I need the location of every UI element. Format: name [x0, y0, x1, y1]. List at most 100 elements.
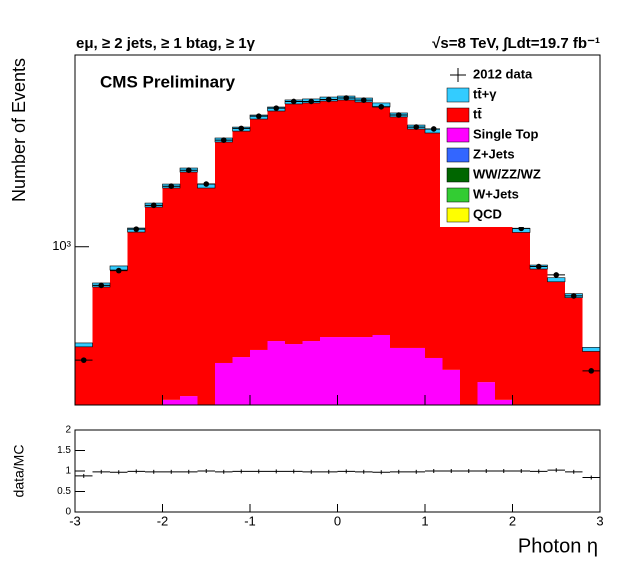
ratio-y-tick-label: 1: [65, 466, 71, 477]
data-point: [238, 125, 245, 132]
histogram-bar: [320, 101, 338, 338]
legend-label: tt̄+γ: [473, 86, 497, 101]
histogram-bar: [460, 177, 478, 405]
histogram-bar: [285, 103, 303, 345]
histogram-bar: [162, 188, 180, 400]
data-point: [360, 97, 367, 103]
histogram-bar: [197, 188, 215, 405]
data-point: [343, 95, 350, 101]
histogram-bar: [512, 232, 530, 405]
histogram-bar: [232, 131, 250, 358]
histogram-bar: [582, 351, 600, 405]
histogram-bar: [390, 116, 408, 348]
legend-label: Single Top: [473, 126, 539, 141]
data-point: [570, 293, 577, 299]
histogram-bar: [442, 369, 460, 405]
histogram-bar: [337, 337, 355, 405]
histogram-bar: [565, 297, 583, 405]
histogram-bar: [75, 342, 93, 348]
histogram-bar: [92, 287, 110, 405]
histogram-bar: [215, 142, 233, 363]
histogram-bar: [477, 382, 495, 405]
histogram-bar: [547, 277, 566, 283]
legend-swatch: [446, 87, 470, 103]
legend: 2012 data tt̄+γ tt̄ Single Top Z+Jets WW/ZZ/W…: [440, 63, 550, 227]
ratio-axis-label: data/MC: [11, 445, 27, 498]
histogram-bar: [285, 344, 303, 405]
histogram-bar: [530, 269, 548, 405]
legend-label: QCD: [473, 206, 502, 221]
plot-area: [75, 95, 600, 405]
x-tick-label: -1: [244, 513, 256, 528]
data-point: [378, 103, 385, 110]
histogram-bar: [407, 129, 425, 348]
histogram-bar: [495, 207, 513, 400]
ratio-y-tick-label: 0: [65, 507, 71, 518]
legend-label: tt̄: [473, 106, 482, 121]
legend-label: Z+Jets: [473, 146, 515, 161]
histogram-bar: [320, 337, 338, 405]
histogram-bar: [232, 357, 250, 405]
histogram-bar: [582, 347, 600, 352]
annotation: CMS Preliminary: [100, 72, 236, 91]
histogram-bar: [302, 102, 320, 342]
data-point: [413, 124, 420, 130]
y-axis-label: Number of Events: [9, 58, 29, 202]
histogram-bar: [250, 349, 268, 405]
x-tick-label: -3: [69, 513, 81, 528]
data-point: [220, 137, 227, 143]
data-point: [553, 272, 560, 278]
data-point: [308, 98, 315, 105]
x-tick-label: 0: [334, 513, 341, 528]
data-point: [80, 357, 87, 363]
histogram-bar: [355, 337, 373, 405]
histogram-bar: [162, 399, 180, 405]
histogram-bar: [425, 132, 443, 358]
chart-subtitle: √s=8 TeV, ∫Ldt=19.7 fb⁻¹: [432, 35, 600, 52]
histogram-bar: [267, 111, 285, 342]
ratio-y-tick-label: 0.5: [57, 486, 71, 497]
legend-swatch: [446, 127, 470, 143]
data-point: [395, 112, 402, 118]
data-point: [203, 181, 210, 187]
legend-swatch: [446, 207, 470, 223]
x-tick-label: 2: [509, 513, 516, 528]
histogram-bar: [495, 399, 513, 405]
legend-swatch: [446, 147, 470, 163]
legend-swatch: [446, 187, 470, 203]
histogram-bar: [127, 232, 145, 405]
data-point: [133, 226, 140, 232]
histogram-bar: [145, 207, 163, 405]
legend-swatch: [446, 167, 470, 183]
data-point: [150, 202, 157, 209]
x-tick-label: 3: [596, 513, 603, 528]
histogram-bar: [180, 396, 198, 405]
histogram-bar: [250, 119, 268, 350]
histogram-bar: [355, 102, 373, 338]
data-point: [290, 98, 297, 105]
ratio-y-tick-label: 2: [65, 425, 71, 436]
histogram-bar: [337, 100, 355, 338]
histogram-bar: [547, 281, 565, 405]
histogram-bar: [302, 341, 320, 405]
histogram-bar: [407, 347, 425, 405]
data-point: [115, 267, 122, 274]
histogram-bar: [390, 347, 408, 405]
data-point: [255, 113, 262, 119]
data-point: [588, 368, 595, 374]
data-point: [535, 263, 542, 270]
histogram-bar: [477, 188, 495, 383]
histogram-bar: [372, 106, 390, 335]
legend-swatch: [446, 107, 470, 123]
x-tick-label: -2: [157, 513, 169, 528]
legend-label: WW/ZZ/WZ: [473, 166, 541, 181]
y-tick-label: 10³: [52, 238, 71, 253]
x-tick-label: 1: [421, 513, 428, 528]
data-point: [273, 105, 280, 111]
data-point: [325, 96, 332, 103]
histogram-bar: [180, 172, 198, 397]
legend-label: W+Jets: [473, 186, 519, 201]
histogram-bar: [372, 334, 390, 405]
histogram-bar: [267, 341, 285, 405]
